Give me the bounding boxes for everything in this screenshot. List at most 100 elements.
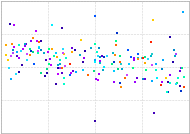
- Point: [137, 57, 140, 59]
- Point: [7, 59, 10, 61]
- Point: [30, 50, 33, 52]
- Point: [49, 64, 52, 66]
- Point: [93, 120, 97, 122]
- Point: [17, 70, 20, 73]
- Point: [13, 24, 16, 26]
- Point: [173, 49, 176, 51]
- Point: [169, 36, 172, 38]
- Point: [142, 77, 145, 80]
- Point: [152, 19, 155, 21]
- Point: [55, 56, 58, 58]
- Point: [42, 52, 45, 54]
- Point: [94, 61, 97, 63]
- Point: [183, 76, 186, 78]
- Point: [105, 55, 108, 57]
- Point: [155, 77, 158, 79]
- Point: [25, 53, 28, 55]
- Point: [131, 67, 134, 69]
- Point: [63, 83, 66, 85]
- Point: [70, 47, 74, 49]
- Point: [62, 48, 65, 50]
- Point: [171, 61, 174, 63]
- Point: [174, 55, 177, 57]
- Point: [115, 40, 118, 42]
- Point: [149, 55, 152, 57]
- Point: [136, 52, 139, 55]
- Point: [70, 72, 73, 74]
- Point: [99, 62, 102, 64]
- Point: [93, 15, 97, 17]
- Point: [102, 69, 105, 72]
- Point: [102, 56, 105, 58]
- Point: [18, 57, 21, 59]
- Point: [150, 53, 153, 55]
- Point: [72, 70, 75, 72]
- Point: [112, 70, 115, 72]
- Point: [37, 46, 40, 48]
- Point: [12, 49, 15, 52]
- Point: [47, 51, 50, 54]
- Point: [133, 81, 136, 83]
- Point: [24, 43, 27, 45]
- Point: [119, 82, 122, 84]
- Point: [114, 54, 117, 56]
- Point: [68, 74, 71, 76]
- Point: [29, 40, 32, 42]
- Point: [161, 68, 164, 70]
- Point: [53, 55, 56, 57]
- Point: [180, 67, 183, 69]
- Point: [97, 55, 100, 57]
- Point: [82, 57, 85, 59]
- Point: [56, 67, 59, 69]
- Point: [62, 77, 65, 79]
- Point: [142, 57, 145, 59]
- Point: [37, 50, 40, 52]
- Point: [93, 43, 97, 45]
- Point: [132, 59, 135, 62]
- Point: [33, 63, 36, 65]
- Point: [5, 44, 8, 46]
- Point: [51, 48, 54, 51]
- Point: [59, 59, 62, 61]
- Point: [129, 56, 132, 58]
- Point: [28, 53, 32, 56]
- Point: [7, 67, 10, 70]
- Point: [103, 66, 106, 68]
- Point: [25, 59, 28, 61]
- Point: [124, 77, 127, 79]
- Point: [166, 91, 169, 93]
- Point: [61, 52, 64, 54]
- Point: [60, 72, 63, 74]
- Point: [5, 54, 8, 56]
- Point: [176, 77, 179, 79]
- Point: [84, 50, 87, 52]
- Point: [160, 81, 163, 83]
- Point: [32, 51, 35, 53]
- Point: [114, 44, 117, 46]
- Point: [56, 64, 59, 66]
- Point: [61, 67, 64, 69]
- Point: [47, 48, 50, 51]
- Point: [111, 63, 114, 65]
- Point: [17, 44, 20, 46]
- Point: [15, 55, 18, 57]
- Point: [98, 47, 101, 49]
- Point: [128, 63, 131, 65]
- Point: [81, 69, 84, 71]
- Point: [113, 61, 116, 63]
- Point: [150, 64, 153, 66]
- Point: [178, 70, 181, 72]
- Point: [20, 50, 23, 52]
- Point: [60, 27, 63, 30]
- Point: [58, 63, 61, 65]
- Point: [79, 39, 82, 41]
- Point: [144, 62, 147, 64]
- Point: [119, 55, 122, 57]
- Point: [111, 52, 114, 54]
- Point: [165, 77, 168, 79]
- Point: [118, 61, 121, 63]
- Point: [12, 46, 15, 49]
- Point: [35, 40, 38, 42]
- Point: [93, 59, 96, 61]
- Point: [98, 56, 101, 58]
